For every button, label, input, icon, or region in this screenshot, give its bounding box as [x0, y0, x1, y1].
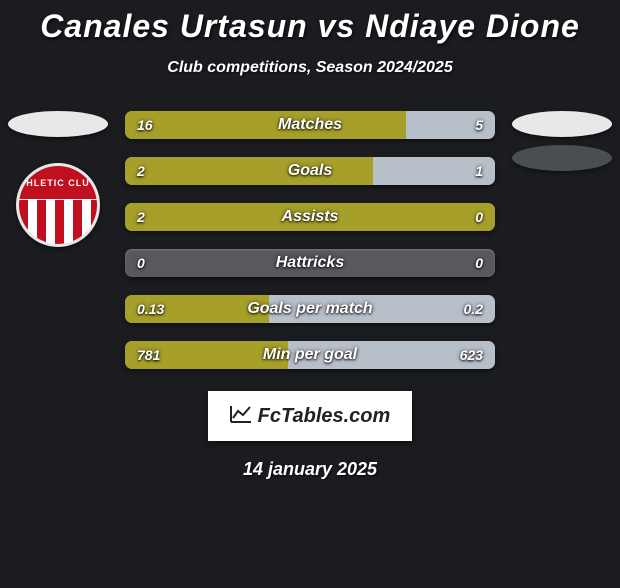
- right-player-column: [512, 111, 612, 171]
- snapshot-date: 14 january 2025: [0, 459, 620, 480]
- comparison-title: Canales Urtasun vs Ndiaye Dione: [0, 8, 620, 45]
- stats-area: HLETIC CLU 165Matches 21Goals 20Assists 00H…: [0, 111, 620, 369]
- left-player-column: HLETIC CLU: [8, 111, 108, 247]
- stat-label: Min per goal: [125, 341, 495, 369]
- comparison-subtitle: Club competitions, Season 2024/2025: [0, 59, 620, 77]
- player2-club-ellipse: [512, 145, 612, 171]
- stat-label: Goals: [125, 157, 495, 185]
- chart-icon: [230, 405, 252, 428]
- stat-bar: 781623Min per goal: [125, 341, 495, 369]
- comparison-bars: 165Matches 21Goals 20Assists 00Hattricks 0.1…: [125, 111, 495, 369]
- player1-flag-ellipse: [8, 111, 108, 137]
- club-badge-stripes: [19, 200, 97, 244]
- stat-bar: 20Assists: [125, 203, 495, 231]
- player2-flag-ellipse: [512, 111, 612, 137]
- source-logo-text: FcTables.com: [258, 405, 391, 428]
- stat-bar: 0.130.2Goals per match: [125, 295, 495, 323]
- stat-label: Goals per match: [125, 295, 495, 323]
- player1-club-badge: HLETIC CLU: [16, 163, 100, 247]
- source-logo: FcTables.com: [208, 391, 412, 441]
- club-badge-top-text: HLETIC CLU: [19, 166, 97, 200]
- stat-bar: 00Hattricks: [125, 249, 495, 277]
- stat-bar: 165Matches: [125, 111, 495, 139]
- stat-label: Matches: [125, 111, 495, 139]
- stat-label: Assists: [125, 203, 495, 231]
- stat-bar: 21Goals: [125, 157, 495, 185]
- stat-label: Hattricks: [125, 249, 495, 277]
